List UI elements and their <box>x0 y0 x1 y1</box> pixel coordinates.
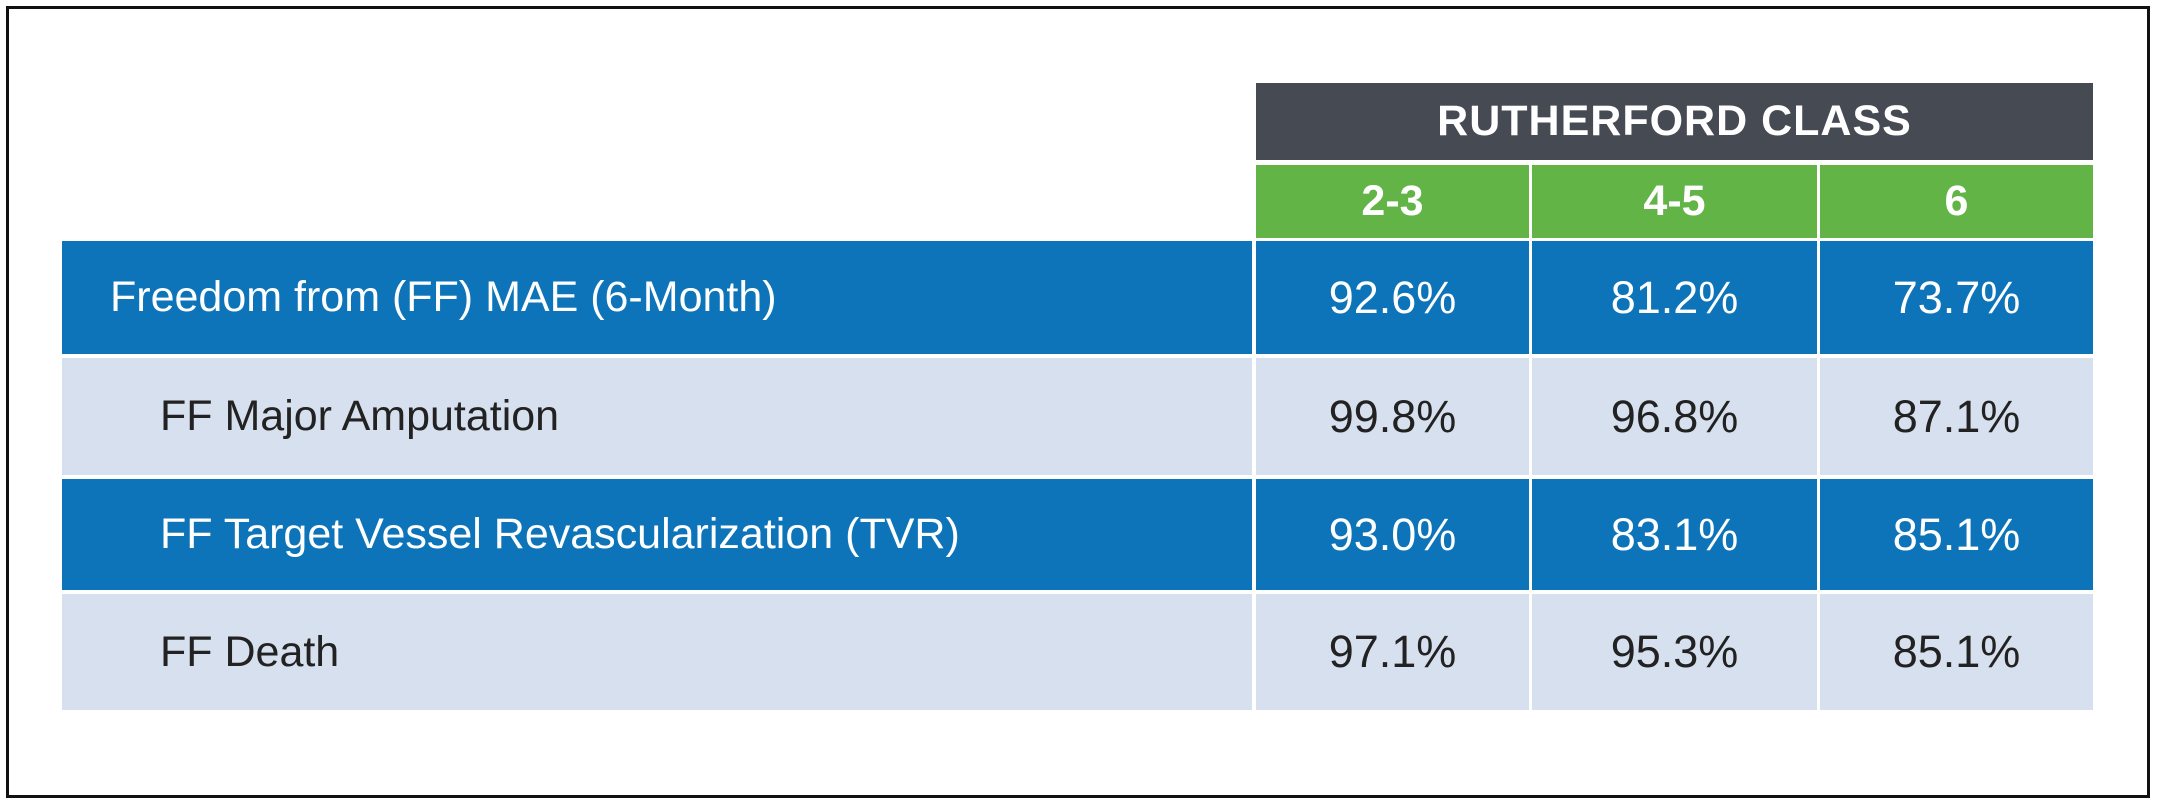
row-label-ff-major-amputation: FF Major Amputation <box>62 358 1252 475</box>
row-ff-major-amputation-value-6: 87.1% <box>1820 358 2093 475</box>
column-header-4-5: 4-5 <box>1532 165 1817 238</box>
rutherford-class-header: RUTHERFORD CLASS <box>1256 83 2093 160</box>
column-header-6: 6 <box>1820 165 2093 238</box>
row-ff-tvr-value-4-5: 83.1% <box>1532 479 1817 590</box>
row-ff-mae-value-2-3: 92.6% <box>1256 241 1529 354</box>
row-label-ff-mae: Freedom from (FF) MAE (6-Month) <box>62 241 1252 354</box>
row-ff-mae-value-4-5: 81.2% <box>1532 241 1817 354</box>
row-ff-major-amputation-value-4-5: 96.8% <box>1532 358 1817 475</box>
row-ff-mae-value-6: 73.7% <box>1820 241 2093 354</box>
row-ff-death-value-2-3: 97.1% <box>1256 594 1529 710</box>
column-header-2-3: 2-3 <box>1256 165 1529 238</box>
row-ff-tvr-value-2-3: 93.0% <box>1256 479 1529 590</box>
row-ff-major-amputation-value-2-3: 99.8% <box>1256 358 1529 475</box>
row-label-ff-tvr: FF Target Vessel Revascularization (TVR) <box>62 479 1252 590</box>
row-ff-death-value-4-5: 95.3% <box>1532 594 1817 710</box>
row-ff-death-value-6: 85.1% <box>1820 594 2093 710</box>
row-ff-tvr-value-6: 85.1% <box>1820 479 2093 590</box>
row-label-ff-death: FF Death <box>62 594 1252 710</box>
